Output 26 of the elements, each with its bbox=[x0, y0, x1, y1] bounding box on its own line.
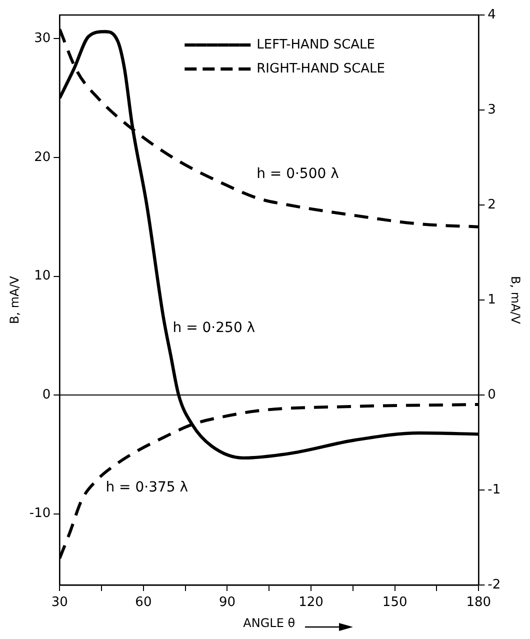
y2-tick-label: -2 bbox=[488, 577, 501, 592]
y-tick-label: 20 bbox=[34, 150, 51, 165]
y2-axis-title: B, mA/V bbox=[508, 276, 523, 325]
x-tick-label: 180 bbox=[466, 595, 492, 610]
y-tick-label: -10 bbox=[29, 506, 51, 522]
x-tick-label: 150 bbox=[382, 595, 408, 610]
annotation: h = 0·375 λ bbox=[106, 480, 188, 496]
y2-tick-label: 4 bbox=[488, 7, 496, 22]
x-tick-label: 60 bbox=[135, 595, 152, 610]
y2-tick-label: 1 bbox=[488, 292, 496, 308]
legend-label: LEFT-HAND SCALE bbox=[256, 37, 375, 52]
x-tick-label: 120 bbox=[298, 595, 324, 610]
y-tick-label: 30 bbox=[34, 31, 51, 46]
y2-tick-label: 0 bbox=[488, 387, 496, 402]
annotation: h = 0·500 λ bbox=[256, 166, 339, 182]
legend-label: RIGHT-HAND SCALE bbox=[256, 61, 386, 76]
y2-tick-label: 3 bbox=[488, 102, 496, 118]
x-tick-label: 30 bbox=[51, 595, 68, 610]
x-tick-label: 90 bbox=[218, 595, 236, 610]
y2-tick-label: 2 bbox=[488, 197, 496, 212]
y-axis-title: B, mA/V bbox=[7, 275, 22, 324]
x-axis-title: ANGLE θ bbox=[243, 616, 296, 630]
annotation: h = 0·250 λ bbox=[172, 320, 256, 336]
y-tick-label: 10 bbox=[34, 268, 51, 284]
y-tick-label: 0 bbox=[42, 387, 51, 402]
y2-tick-label: -1 bbox=[488, 482, 501, 498]
